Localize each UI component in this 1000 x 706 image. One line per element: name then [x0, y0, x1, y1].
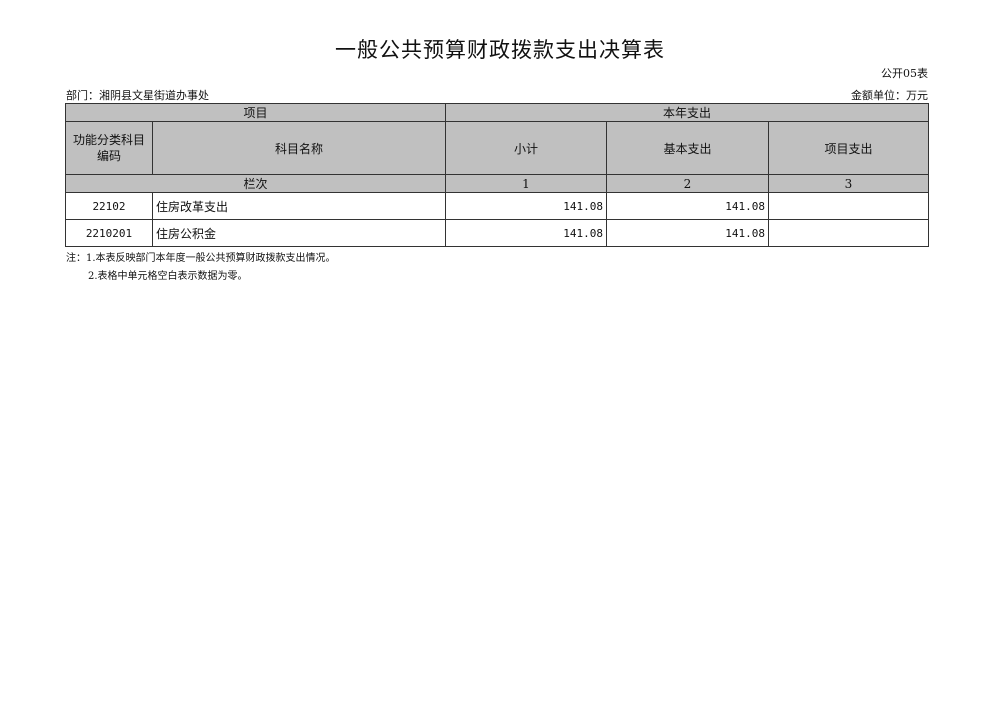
header-subtotal: 小计: [445, 121, 607, 175]
header-basic: 基本支出: [606, 121, 769, 175]
header-project: 项目: [65, 103, 446, 122]
col-index-3: 3: [768, 174, 929, 193]
col-index-1: 1: [445, 174, 607, 193]
unit-label: 金额单位：万元: [851, 89, 928, 102]
header-name: 科目名称: [152, 121, 446, 175]
cell-name: 住房公积金: [152, 219, 446, 247]
note-2: 2.表格中单元格空白表示数据为零。: [88, 271, 248, 282]
cell-basic: 141.08: [606, 219, 769, 247]
header-project-exp: 项目支出: [768, 121, 929, 175]
cell-code: 2210201: [65, 219, 153, 247]
cell-code: 22102: [65, 192, 153, 220]
cell-subtotal: 141.08: [445, 192, 607, 220]
header-column-index: 栏次: [65, 174, 446, 193]
department-label: 部门：湘阴县文星街道办事处: [66, 89, 209, 102]
col-index-2: 2: [606, 174, 769, 193]
cell-project: [768, 219, 929, 247]
header-current-year: 本年支出: [445, 103, 929, 122]
note-1: 注：1.本表反映部门本年度一般公共预算财政拨款支出情况。: [66, 253, 336, 264]
page-title: 一般公共预算财政拨款支出决算表: [335, 38, 665, 62]
cell-basic: 141.08: [606, 192, 769, 220]
cell-subtotal: 141.08: [445, 219, 607, 247]
table-row: 2210201 住房公积金 141.08 141.08: [65, 219, 929, 247]
table-code: 公开05表: [881, 67, 928, 80]
cell-project: [768, 192, 929, 220]
expenditure-table: 项目 本年支出 功能分类科目编码 科目名称 小计 基本支出 项目支出 栏次 1 …: [65, 103, 929, 247]
cell-name: 住房改革支出: [152, 192, 446, 220]
header-code: 功能分类科目编码: [65, 121, 153, 175]
table-row: 22102 住房改革支出 141.08 141.08: [65, 192, 929, 220]
